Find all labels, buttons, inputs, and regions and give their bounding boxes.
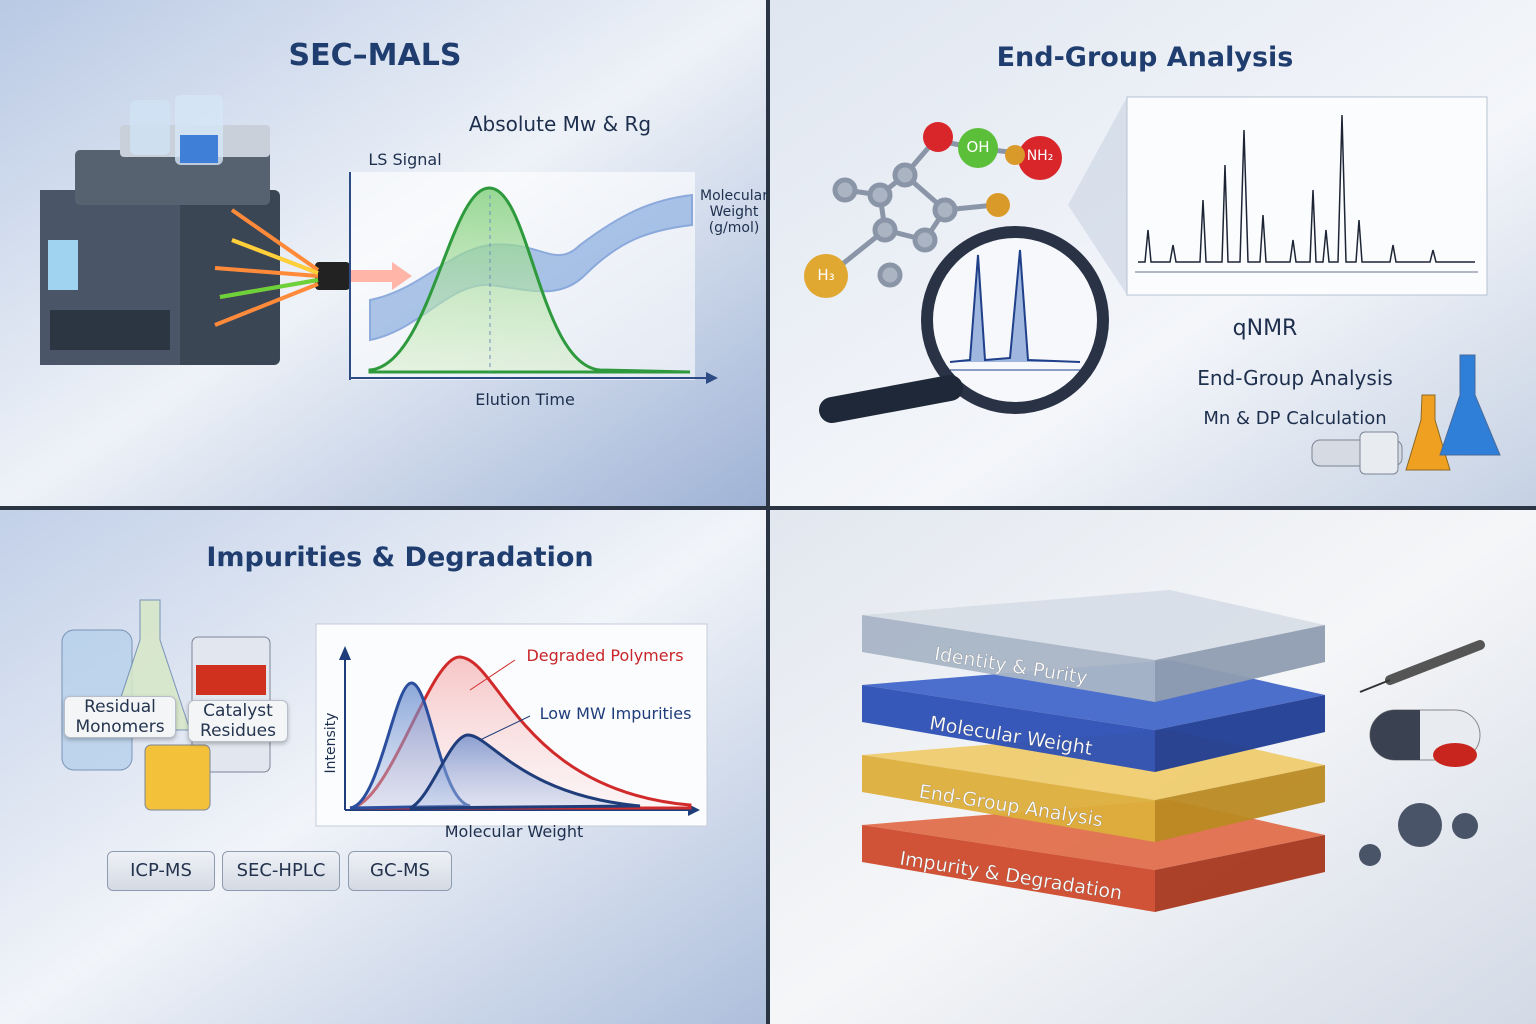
molecule-part [932, 197, 958, 223]
panel-title: SEC–MALS [288, 38, 462, 73]
panel-title: Impurities & Degradation [206, 542, 594, 573]
instrument-part [315, 262, 350, 290]
glassware [1311, 354, 1501, 475]
instrument-part [180, 135, 218, 163]
y-axis-label: LS Signal [368, 150, 442, 169]
side-icons-part [1398, 803, 1442, 847]
instrument-part [231, 238, 319, 275]
method-badge: ICP-MS [107, 851, 215, 891]
instrument-part [48, 240, 78, 290]
sample-bottles-part [196, 665, 266, 695]
side-icons-part [1359, 679, 1391, 693]
magnifier [819, 226, 1109, 423]
molecule [804, 122, 1062, 298]
instrument-part [75, 150, 270, 205]
dividers-part [766, 0, 770, 1024]
impurity-chart-part [339, 646, 351, 660]
glassware-part [1405, 394, 1451, 471]
series-label: Degraded Polymers [526, 646, 684, 665]
dividers-part [0, 506, 1536, 510]
molecule-part [1018, 136, 1062, 180]
method-badge: SEC-HPLC [222, 851, 340, 891]
series-label: Low MW Impurities [539, 704, 692, 723]
sample-bottles-part [144, 744, 211, 811]
side-icons-part [1433, 743, 1477, 767]
molecule-part [986, 193, 1010, 217]
atom-label: H₃ [817, 266, 835, 284]
method-label: qNMR [1232, 316, 1298, 341]
molecule-part [804, 254, 848, 298]
sec-chart [349, 172, 718, 384]
magnifier-part [819, 375, 963, 423]
sample-label: Catalyst Residues [188, 700, 288, 742]
method-label: Mn & DP Calculation [1203, 408, 1387, 429]
molecule-part [923, 122, 953, 152]
glassware-part [1439, 354, 1501, 456]
molecule-part [1005, 145, 1025, 165]
atom-label: NH₂ [1026, 148, 1054, 164]
layer-side [1155, 835, 1325, 912]
molecule-part [867, 182, 893, 208]
layer-front [862, 755, 1155, 842]
x-axis-label: Molecular Weight [444, 822, 584, 841]
nmr-spectrum-part [1126, 96, 1488, 296]
sec-chart-part [706, 372, 718, 384]
impurity-chart-part [409, 733, 641, 810]
method-badge: GC-MS [348, 851, 452, 891]
panel-title: End-Group Analysis [996, 42, 1294, 73]
layer-front [862, 685, 1155, 772]
instrument-part [50, 310, 170, 350]
side-icons-part [1452, 813, 1478, 839]
impurity-chart [315, 623, 708, 827]
molecule-part [892, 162, 918, 188]
glassware-part [1359, 431, 1399, 475]
layer-front [862, 825, 1155, 912]
instrument-part [130, 100, 170, 155]
layer-top [862, 590, 1325, 660]
layer-side [1155, 695, 1325, 772]
side-icons-part [1385, 640, 1485, 685]
impurity-chart-part [479, 715, 531, 741]
side-icons [1359, 640, 1485, 866]
molecule-part [877, 262, 903, 288]
nmr-spectrum [1068, 96, 1488, 296]
layer-side [1155, 765, 1325, 842]
molecule-part [832, 177, 858, 203]
x-axis-label: Elution Time [475, 390, 575, 409]
molecule-part [958, 128, 998, 168]
layer-front [862, 615, 1155, 702]
atom-label: OH [966, 138, 990, 156]
sec-chart-part [368, 186, 691, 374]
method-label: End-Group Analysis [1197, 366, 1393, 390]
magnifier-part [949, 249, 1081, 363]
sample-label: Residual Monomers [64, 696, 176, 738]
molecule-part [872, 217, 898, 243]
side-icons-part [1359, 844, 1381, 866]
layer-stack [862, 590, 1325, 912]
molecule-part [912, 227, 938, 253]
y2-axis-label: Molecular Weight (g/mol) [700, 188, 768, 236]
impurity-chart-part [469, 659, 516, 691]
nmr-spectrum-part [1068, 97, 1127, 295]
y-axis-label: Intensity [323, 712, 339, 774]
instrument-part [219, 278, 319, 299]
nmr-spectrum-part [1138, 114, 1475, 263]
side-icons-part [1370, 710, 1420, 760]
chart-subtitle: Absolute Mw & Rg [468, 112, 652, 136]
layer-side [1155, 625, 1325, 702]
